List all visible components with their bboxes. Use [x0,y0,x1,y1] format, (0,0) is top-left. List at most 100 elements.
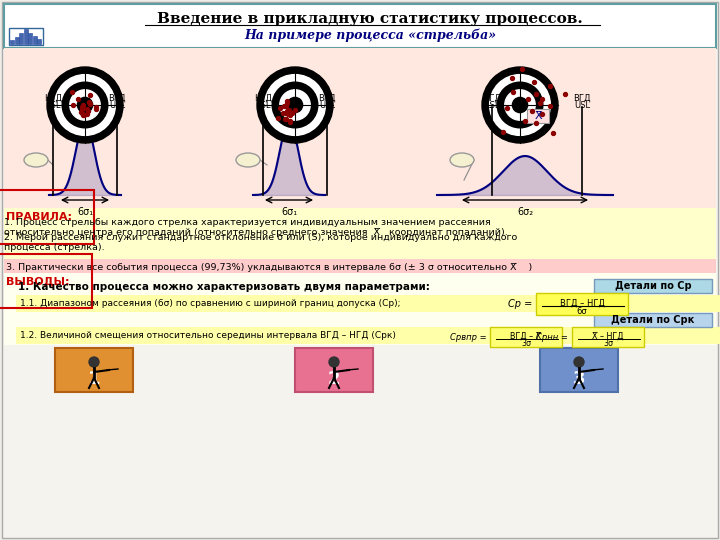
Point [534,99,545,108]
Point [279,114,290,123]
Circle shape [78,97,93,113]
Circle shape [482,67,558,143]
Point [516,65,527,73]
Circle shape [89,357,99,367]
Point [277,109,289,117]
Bar [10,40,14,44]
Ellipse shape [236,153,260,167]
Bar [14,37,19,44]
Circle shape [574,357,584,367]
Point [81,109,93,118]
Point [90,105,102,113]
Text: LSL: LSL [485,101,499,110]
Point [528,77,540,86]
Text: ВГД: ВГД [108,94,126,103]
Circle shape [505,90,535,120]
Text: ВГД: ВГД [318,94,336,103]
Circle shape [257,67,333,143]
Point [523,94,534,103]
Text: 1.2. Величиной смещения относительно середины интервала ВГД – НГД (Срк): 1.2. Величиной смещения относительно сер… [20,332,396,341]
Bar [536,293,628,315]
Text: 1. Процесс стрельбы каждого стрелка характеризуется индивидуальным значением рас: 1. Процесс стрельбы каждого стрелка хара… [4,218,508,238]
Point [282,98,293,107]
Circle shape [513,97,528,113]
Point [76,105,88,113]
Point [282,97,293,105]
Point [289,105,301,114]
Point [76,103,88,111]
Text: LSL: LSL [46,101,60,110]
Circle shape [287,97,302,113]
Point [284,118,296,127]
Ellipse shape [450,153,474,167]
Bar [16,327,720,344]
Text: Cрвпр =: Cрвпр = [451,333,487,341]
Point [498,128,509,137]
Point [547,128,559,137]
Circle shape [329,357,339,367]
Point [530,118,541,127]
Text: 1: 1 [88,370,100,388]
Text: ВГД – X̅: ВГД – X̅ [510,332,541,341]
Text: 1. Качество процесса можно характеризовать двумя параметрами:: 1. Качество процесса можно характеризова… [18,282,430,292]
Point [544,102,556,110]
Point [282,107,293,116]
Circle shape [272,82,318,128]
Point [531,90,542,98]
Circle shape [498,82,543,128]
Text: USL: USL [319,101,335,110]
Bar [28,33,32,44]
Point [544,82,556,90]
Text: НГД: НГД [483,94,501,103]
Text: Детали по Срк: Детали по Срк [611,315,695,325]
Point [81,105,92,113]
Point [78,100,89,109]
Text: 3σ: 3σ [603,340,613,348]
Point [280,109,292,117]
Text: USL: USL [574,101,590,110]
Point [501,104,513,112]
Text: 6σ₁: 6σ₁ [281,207,297,217]
Text: ВГД – НГД: ВГД – НГД [559,299,605,307]
Text: 6σ₁: 6σ₁ [77,207,93,217]
Bar [4,48,716,210]
Point [282,110,293,119]
Point [519,117,531,125]
Bar [32,36,37,44]
Point [536,110,548,118]
Point [283,106,294,114]
Point [78,111,90,119]
Point [559,90,570,98]
Bar [4,208,716,260]
Text: 2: 2 [328,370,341,388]
Point [83,98,94,107]
Text: 1.1. Диапазоном рассеяния (6σ) по сравнению с шириной границ допуска (Ср);: 1.1. Диапазоном рассеяния (6σ) по сравне… [20,300,400,308]
Text: 2. Мерой рассеяния служит стандартное отклонение σ или (S), которое индивидуальн: 2. Мерой рассеяния служит стандартное от… [4,233,517,252]
Text: Cрнн =: Cрнн = [536,333,568,341]
Point [83,107,94,116]
Circle shape [490,75,550,136]
Circle shape [55,75,115,136]
Circle shape [70,90,100,120]
Point [284,110,295,119]
Point [280,102,292,110]
Circle shape [47,67,123,143]
Text: LSL: LSL [256,101,270,110]
Text: Cр =: Cр = [508,299,532,309]
Bar [490,327,562,347]
Point [280,115,292,124]
Bar [4,273,716,345]
Point [278,102,289,110]
Text: 3. Практически все события процесса (99,73%) укладываются в интервале 6σ (± 3 σ : 3. Практически все события процесса (99,… [6,262,532,272]
Point [274,104,286,113]
Point [508,88,519,97]
Bar [594,279,712,293]
Point [66,87,77,96]
Point [84,90,95,99]
Bar [19,33,23,44]
Text: 3: 3 [572,370,585,388]
Text: На примере процесса «стрельба»: На примере процесса «стрельба» [244,28,496,42]
Point [76,109,87,117]
Point [536,94,547,103]
Text: НГД: НГД [254,94,272,103]
